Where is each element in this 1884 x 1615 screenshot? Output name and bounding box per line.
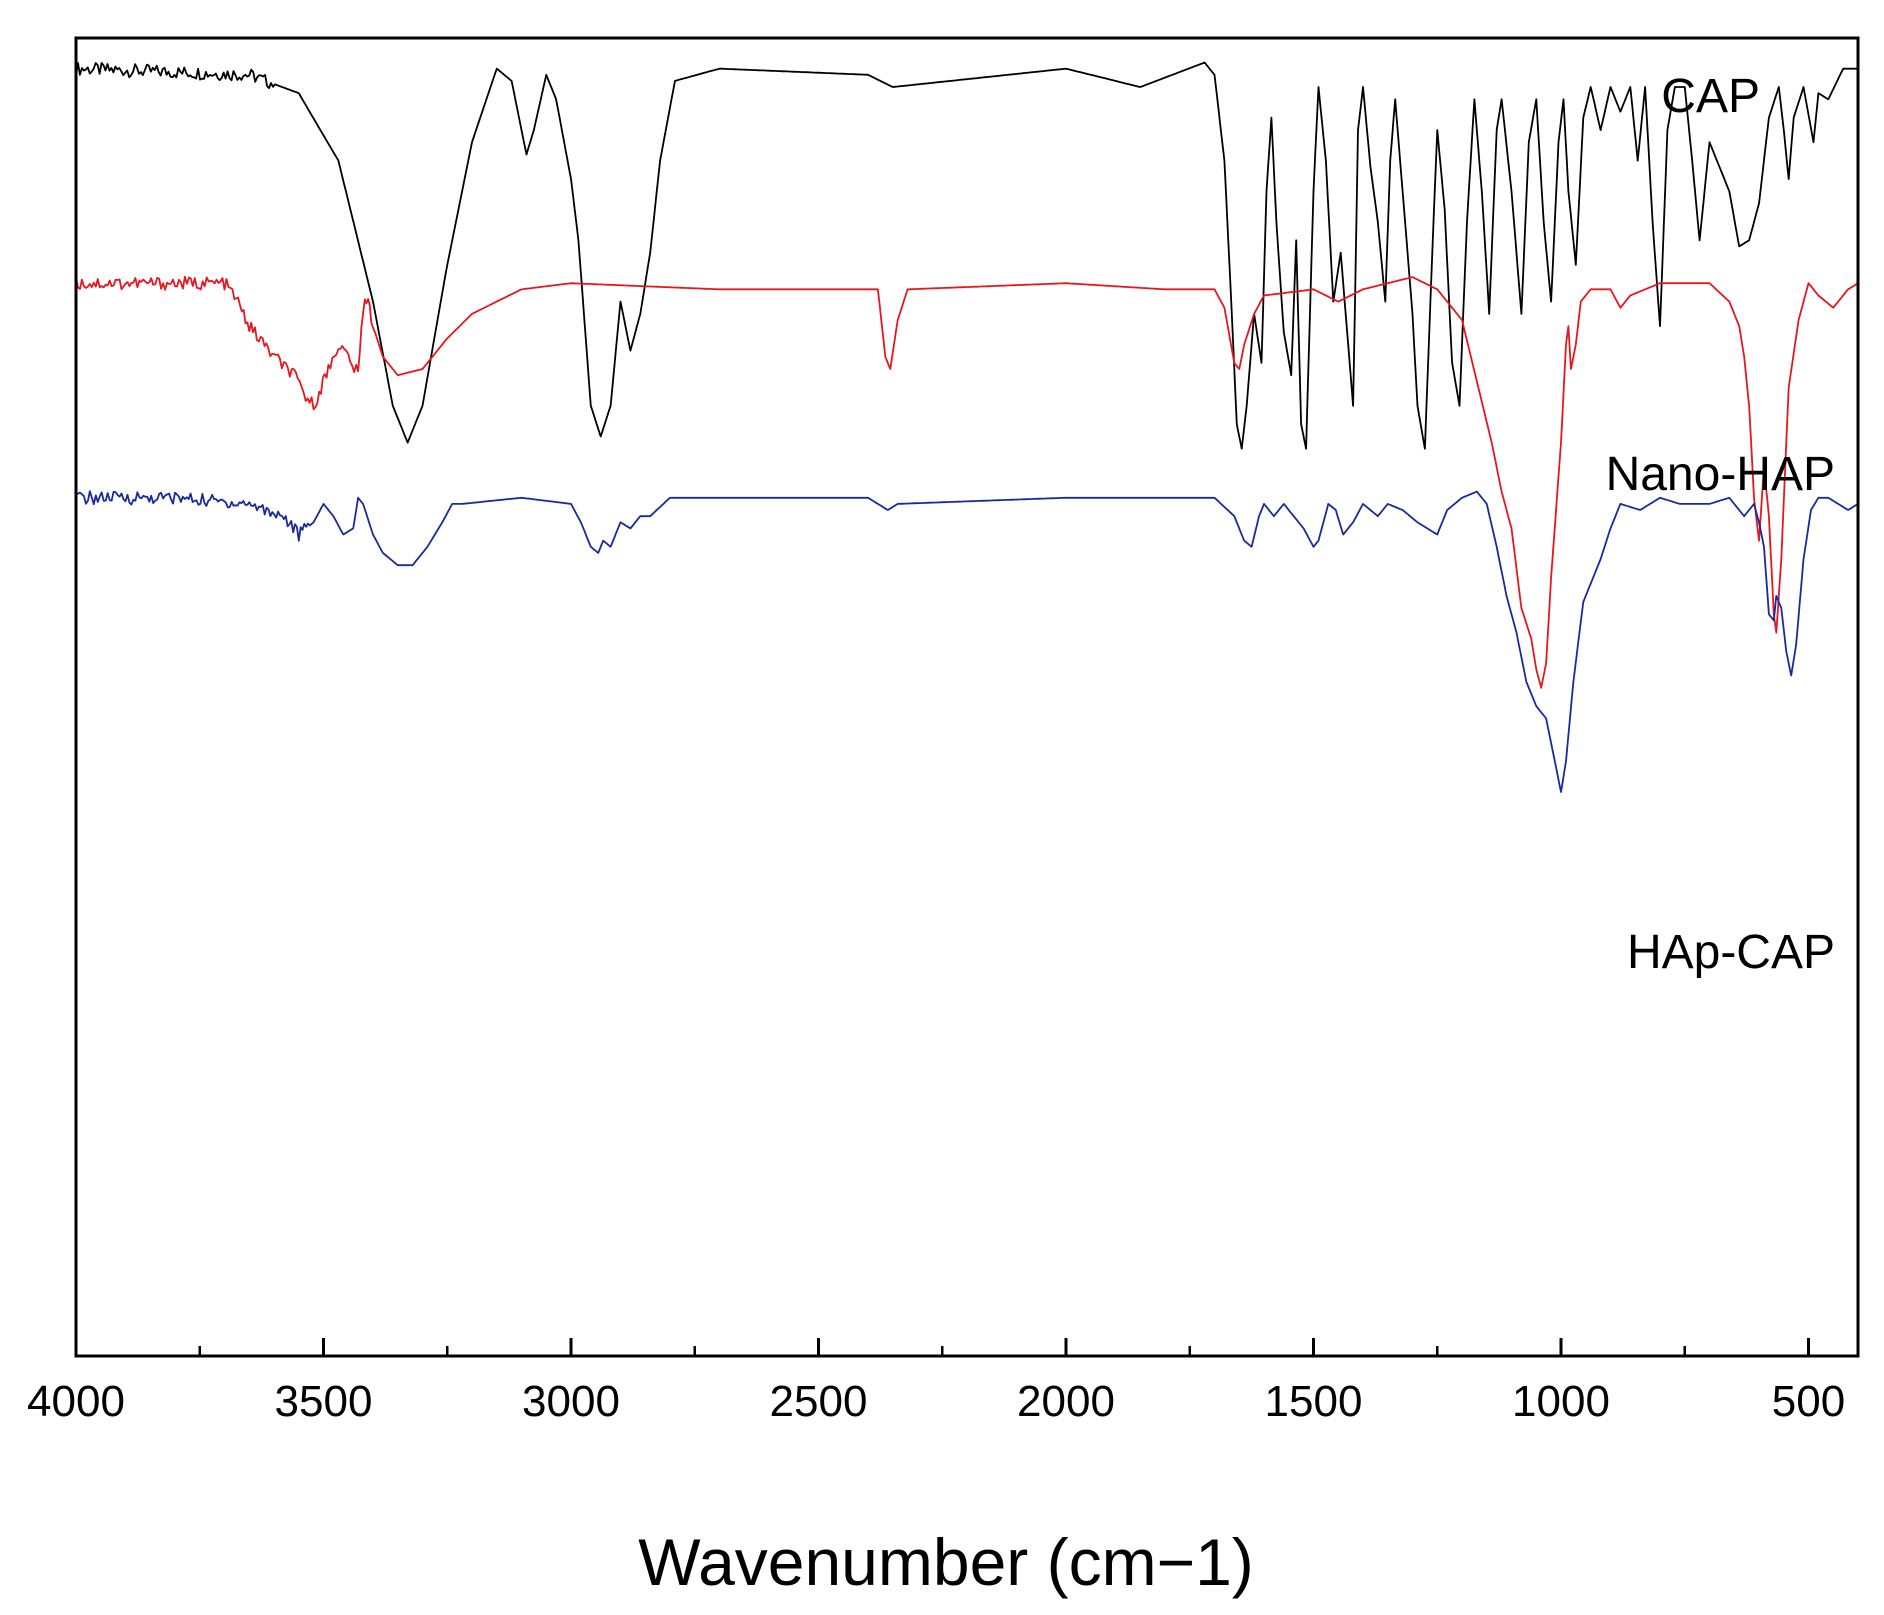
x-tick-label: 2500 (770, 1377, 868, 1426)
x-axis-title: Wavenumber (cm−1) (638, 1525, 1254, 1599)
x-axis: 4000 3500 3000 2500 2000 1500 1000 500 (27, 1338, 1845, 1426)
x-tick-label: 1000 (1512, 1377, 1610, 1426)
series-line-cap (75, 61, 1858, 450)
x-tick-label: 3500 (275, 1377, 373, 1426)
x-tick-label: 3000 (522, 1377, 620, 1426)
series-label-nano-hap: Nano-HAP (1606, 448, 1835, 501)
x-tick-label: 4000 (27, 1377, 125, 1426)
x-tick-label: 2000 (1017, 1377, 1115, 1426)
x-tick-label: 500 (1772, 1377, 1845, 1426)
plot-frame (74, 36, 1860, 1358)
series-layer (75, 61, 1859, 793)
series-line-nano-hap (75, 275, 1859, 689)
series-line-hap-cap (75, 490, 1859, 793)
series-label-cap: CAP (1661, 70, 1760, 123)
x-tick-label: 1500 (1265, 1377, 1363, 1426)
series-label-layer: CAP Nano-HAP HAp-CAP (1606, 70, 1835, 979)
series-label-hap-cap: HAp-CAP (1627, 926, 1835, 979)
